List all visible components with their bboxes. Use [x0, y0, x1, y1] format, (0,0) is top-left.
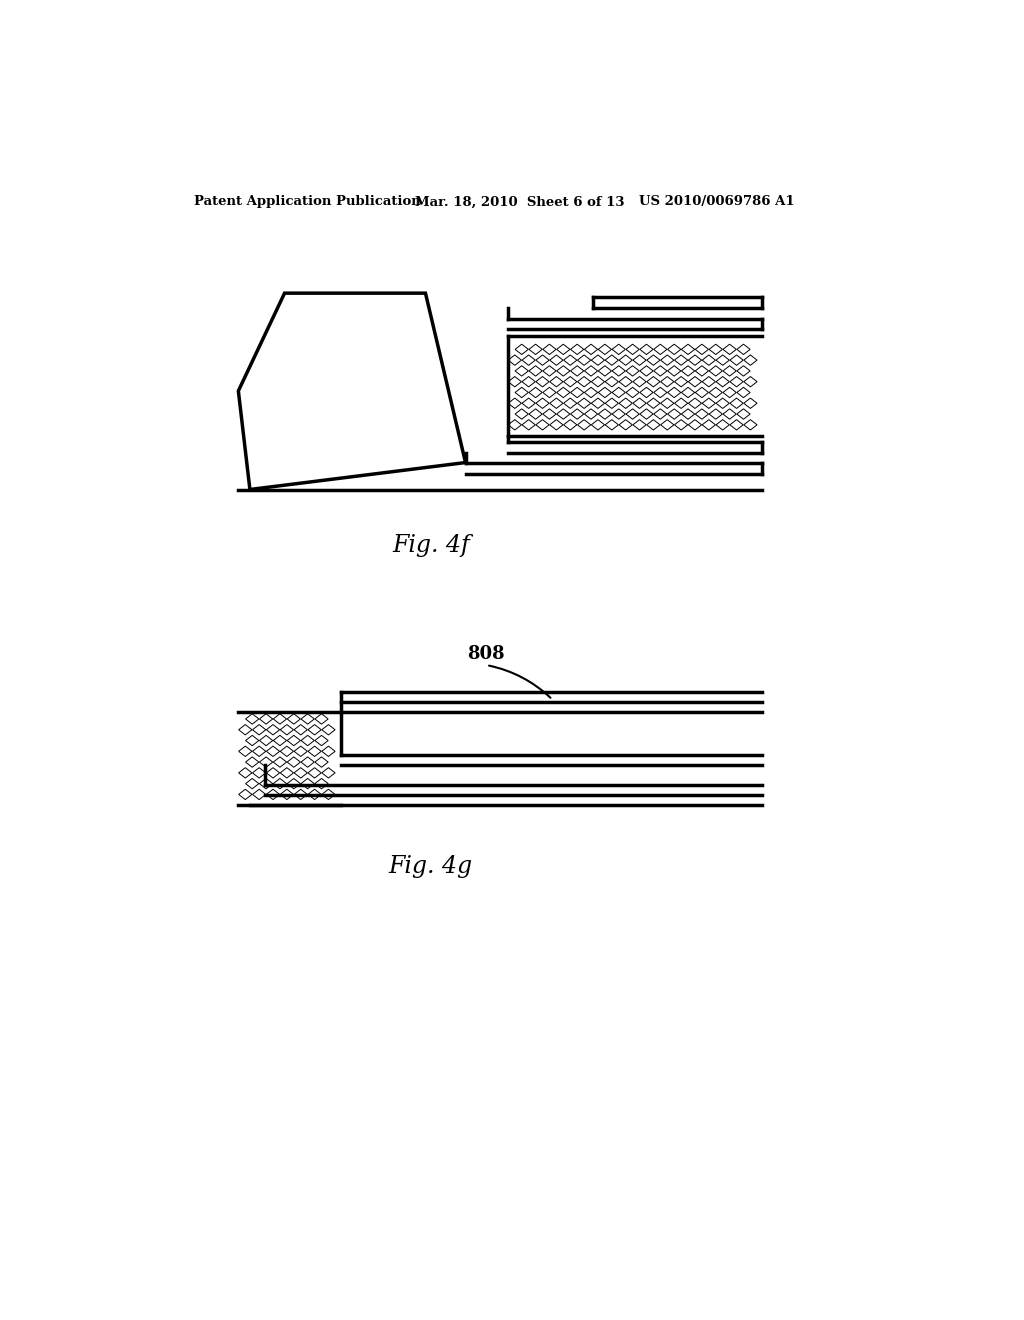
Text: Fig. 4g: Fig. 4g [389, 855, 473, 878]
Text: Mar. 18, 2010  Sheet 6 of 13: Mar. 18, 2010 Sheet 6 of 13 [416, 195, 625, 209]
Text: Fig. 4f: Fig. 4f [392, 535, 470, 557]
Text: US 2010/0069786 A1: US 2010/0069786 A1 [639, 195, 795, 209]
Text: 808: 808 [468, 644, 505, 663]
Text: Patent Application Publication: Patent Application Publication [194, 195, 421, 209]
